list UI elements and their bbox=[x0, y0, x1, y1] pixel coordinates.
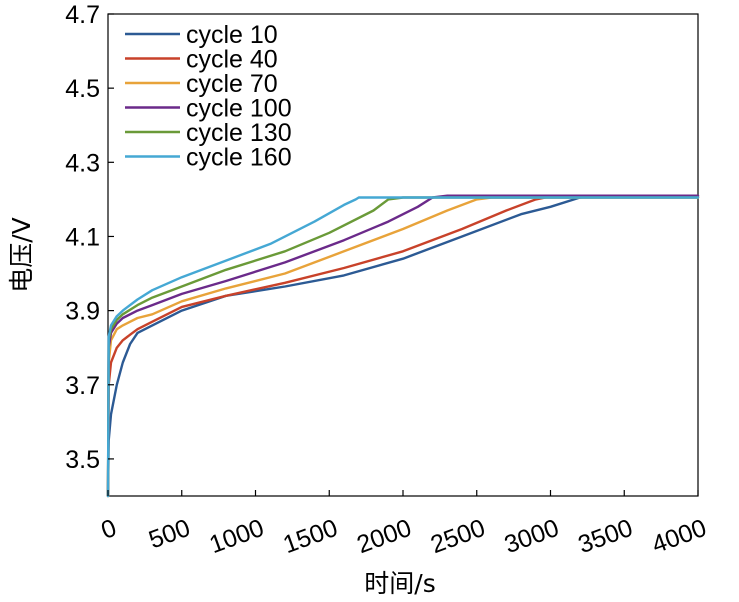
y-tick-label: 3.5 bbox=[65, 446, 100, 474]
y-tick-label: 4.3 bbox=[65, 149, 100, 177]
legend-label: cycle 70 bbox=[186, 70, 278, 98]
legend-label: cycle 130 bbox=[186, 119, 292, 147]
x-tick-label: 3500 bbox=[574, 514, 636, 559]
x-axis-ticks: 0 500 1000 1500 2000 2500 3000 3500 4000 bbox=[97, 490, 710, 559]
series-line-cycle-70 bbox=[106, 196, 700, 498]
series-line-cycle-10 bbox=[106, 194, 700, 498]
legend-label: cycle 10 bbox=[186, 21, 278, 49]
series-line-cycle-40 bbox=[106, 195, 700, 498]
x-tick-label: 0 bbox=[97, 514, 120, 545]
legend-label: cycle 40 bbox=[186, 46, 278, 74]
legend-label: cycle 160 bbox=[186, 144, 292, 172]
x-tick-label: 4000 bbox=[648, 514, 710, 559]
legend-label: cycle 100 bbox=[186, 95, 292, 123]
y-tick-label: 4.7 bbox=[65, 1, 100, 29]
x-tick-label: 2500 bbox=[427, 514, 489, 559]
series-layer bbox=[106, 194, 700, 498]
y-tick-label: 4.1 bbox=[65, 223, 100, 251]
y-tick-label: 4.5 bbox=[65, 75, 100, 103]
x-tick-label: 1500 bbox=[279, 514, 341, 559]
x-tick-label: 1000 bbox=[206, 514, 268, 559]
series-line-cycle-160 bbox=[106, 196, 700, 498]
y-tick-label: 3.9 bbox=[65, 298, 100, 326]
x-tick-label: 3000 bbox=[501, 514, 563, 559]
y-tick-label: 3.7 bbox=[65, 372, 100, 400]
series-line-cycle-130 bbox=[106, 196, 700, 498]
x-axis-title: 时间/s bbox=[364, 569, 435, 598]
y-axis-ticks: 3.5 3.7 3.9 4.1 4.3 4.5 4.7 bbox=[65, 1, 114, 474]
series-line-cycle-100 bbox=[106, 194, 700, 498]
x-tick-label: 500 bbox=[145, 514, 194, 555]
x-tick-label: 2000 bbox=[353, 514, 415, 559]
y-axis-title: 电压/V bbox=[7, 217, 36, 293]
